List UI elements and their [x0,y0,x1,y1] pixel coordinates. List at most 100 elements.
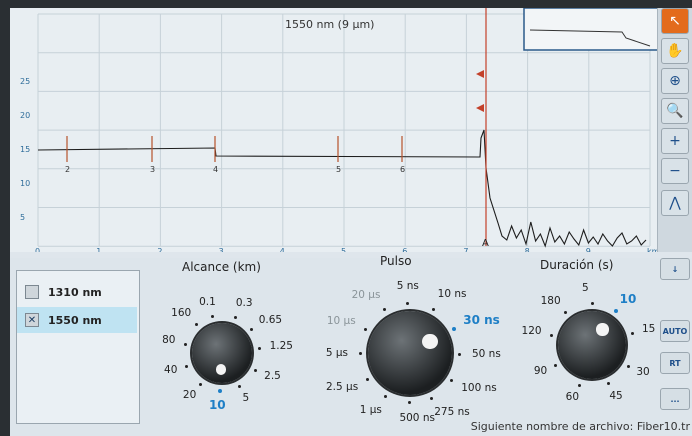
alcance-option[interactable]: 40 [164,364,178,377]
alcance-option-dot [183,342,187,346]
alcance-option-dot [184,364,188,368]
auto-button[interactable]: AUTO [660,320,690,342]
pulso-option[interactable]: 50 ns [471,347,501,360]
x-tick-label: 2 [157,247,162,252]
rt-button[interactable]: RT [660,352,690,374]
duracion-option-dot [614,308,619,313]
duracion-option[interactable]: 90 [533,365,548,378]
duracion-knob-indicator [596,323,609,336]
acquisition-panel: 1310 nm ✕ 1550 nm Alcance (km) 0.1 0.3 0.65… [10,254,692,436]
alcance-option[interactable]: 0.65 [258,313,283,326]
pulso-option-dot [408,401,412,405]
pulso-option[interactable]: 2.5 µs [325,381,359,394]
alcance-option-dot [211,314,215,318]
duracion-option-dot [553,364,557,368]
wavelength-1310-label: 1310 nm [48,285,102,299]
alcance-option-dot [238,385,242,388]
duracion-option-dot [590,301,594,305]
pulso-option[interactable]: 100 ns [461,382,497,395]
pulso-option-dot [358,352,362,356]
pulso-option[interactable]: 30 ns [463,313,500,328]
wavelength-1550-checkbox[interactable]: ✕ [25,313,39,327]
pulso-option[interactable]: 20 µs [351,289,381,302]
pulso-option-dot [366,378,370,382]
pulso-option[interactable]: 5 ns [396,280,419,293]
pulso-option[interactable]: 10 ns [437,288,467,301]
duracion-option[interactable]: 10 [619,291,637,306]
pulso-option-dot [429,396,433,400]
duracion-option[interactable]: 15 [641,323,656,336]
x-tick-label: 0 [35,247,40,252]
alcance-option[interactable]: 0.3 [235,297,253,310]
trace-toolbar: ↖ ✋ ⊕ 🔍 + − ⋀ [657,8,692,252]
pulso-option-dot [383,308,387,312]
alcance-option[interactable]: 5 [242,391,250,404]
duracion-option-dot [549,333,553,337]
duracion-option[interactable]: 30 [636,366,650,379]
x-tick-label: 9 [586,247,591,252]
event-label: 6 [400,165,405,174]
alcance-option[interactable]: 10 [208,397,226,412]
next-file-status: Siguiente nombre de archivo: Fiber10.tr [470,420,690,433]
hand-icon[interactable]: ✋ [661,38,689,64]
alcance-option-dot [195,323,199,327]
y-tick-label: 20 [20,111,30,120]
trace-plot[interactable]: 0 1 2 3 4 5 6 7 8 9 km 25 20 15 10 5 1550 nm (9 µm) 2 3 4 5 6… [10,8,658,252]
duracion-option[interactable]: 5 [582,282,589,294]
alcance-option-dot [258,346,262,350]
x-tick-label: 4 [280,247,285,252]
pulso-knob[interactable] [368,311,452,395]
alcance-knob[interactable] [192,323,252,383]
overview-trace [529,29,651,47]
alcance-option[interactable]: 2.5 [264,369,281,382]
pulso-option-dot [406,301,409,305]
wavelength-1310-checkbox[interactable] [25,285,39,299]
duracion-option[interactable]: 120 [521,324,542,337]
marker-icon[interactable]: ⋀ [661,190,689,216]
duracion-knob[interactable] [558,311,626,379]
x-tick-label: 8 [525,247,530,252]
y-tick-label: 25 [20,77,30,86]
y-tick-label: 5 [20,213,25,222]
pulso-option[interactable]: 10 µs [326,315,356,328]
alcance-knob-indicator [215,364,227,375]
duracion-option-dot [626,364,630,368]
wavelength-1550[interactable]: ✕ 1550 nm [17,307,137,333]
arrow-down-icon[interactable]: ↓ [660,258,690,280]
otdr-screen: 0 1 2 3 4 5 6 7 8 9 km 25 20 15 10 5 1550 nm (9 µm) 2 3 4 5 6… [10,8,692,436]
alcance-option[interactable]: 20 [182,388,197,401]
zoom-in-icon[interactable]: + [661,128,689,154]
pulso-option[interactable]: 5 µs [325,346,349,359]
duracion-label: Duración (s) [540,258,614,272]
pulso-option-dot [458,352,462,356]
cursor-arrow [476,104,484,112]
alcance-option[interactable]: 0.1 [199,295,216,308]
pointer-icon[interactable]: ↖ [661,8,689,34]
zoom-area-icon[interactable]: 🔍 [661,98,689,124]
alcance-option[interactable]: 1.25 [269,339,293,352]
trace-svg: 0 1 2 3 4 5 6 7 8 9 km 25 20 15 10 5 1550 nm (9 µm) 2 3 4 5 6… [20,8,658,252]
alcance-option[interactable]: 80 [162,333,176,346]
trace-title: 1550 nm (9 µm) [285,18,374,31]
pulso-option-dot [384,395,388,399]
duracion-option[interactable]: 60 [565,391,580,404]
zoom-fit-icon[interactable]: ⊕ [661,68,689,94]
pulso-option-dot [450,378,454,382]
pulso-option[interactable]: 500 ns [399,411,435,424]
duracion-option[interactable]: 45 [609,389,623,402]
event-label: 3 [150,165,155,174]
x-tick-label: 6 [402,247,407,252]
x-tick-label: 3 [219,247,224,252]
alcance-option[interactable]: 160 [171,307,192,320]
pulso-label: Pulso [380,254,412,268]
alcance-label: Alcance (km) [182,260,261,274]
wavelength-1310[interactable]: 1310 nm [17,279,137,305]
duracion-option-dot [606,382,610,386]
more-button[interactable]: ... [660,388,690,410]
zoom-out-icon[interactable]: − [661,158,689,184]
pulso-option[interactable]: 1 µs [359,403,382,416]
pulso-option[interactable]: 275 ns [434,405,470,418]
x-tick-label: 7 [463,247,468,252]
duracion-option[interactable]: 180 [540,294,561,307]
wavelength-1550-label: 1550 nm [48,313,102,327]
